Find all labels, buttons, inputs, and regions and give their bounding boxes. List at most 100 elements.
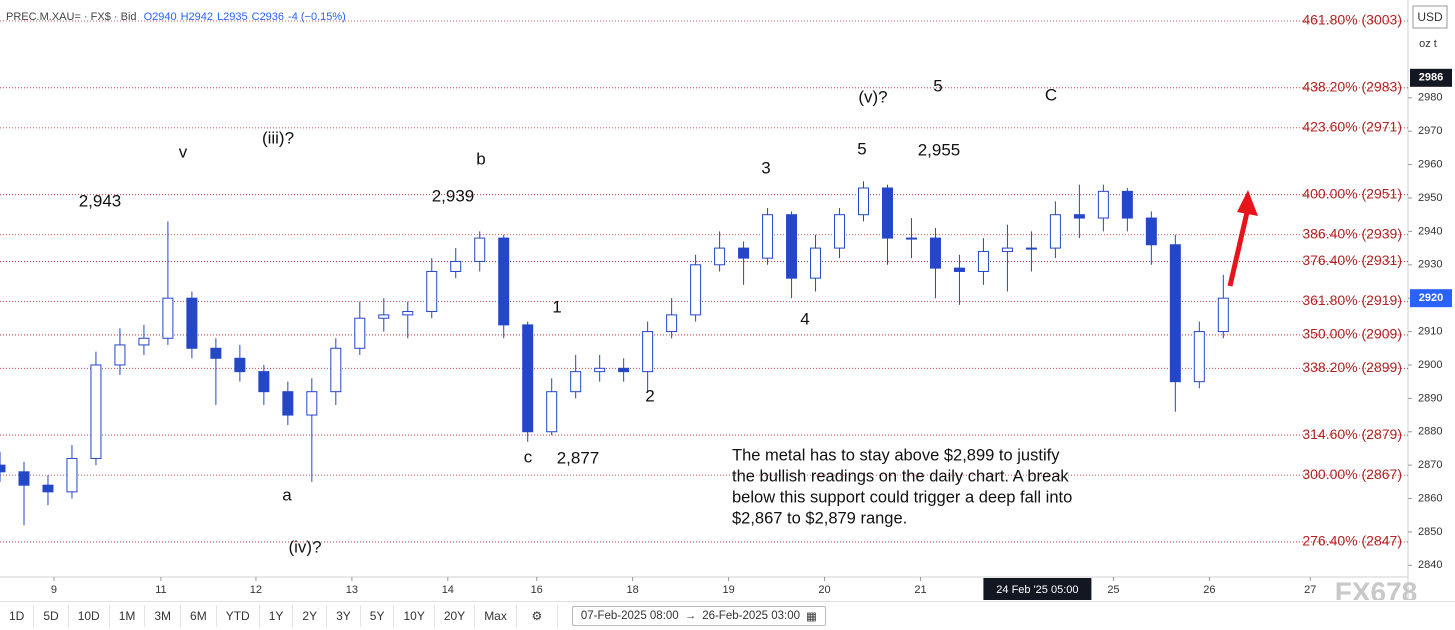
date-range[interactable]: 07-Feb-2025 08:00 → 26-Feb-2025 03:00 ▦ — [571, 606, 826, 626]
wave-label: 1 — [552, 297, 561, 316]
candle-body — [1193, 331, 1205, 383]
y-tick-label: 2860 — [1418, 492, 1442, 504]
range-buttons: 1D 5D 10D 1M 3M 6M YTD 1Y 2Y 3Y 5Y 10Y 20Y Max — [0, 605, 517, 627]
x-tick-label: 11 — [155, 584, 166, 596]
candle-body — [0, 464, 6, 473]
currency-box — [1412, 5, 1448, 29]
toolbar: 1D 5D 10D 1M 3M 6M YTD 1Y 2Y 3Y 5Y 10Y 20Y Max ⚙ 07-F… — [0, 601, 1455, 630]
candle-body — [666, 314, 678, 333]
candle-body — [210, 347, 222, 359]
candle-body — [714, 247, 726, 266]
wave-label: v — [179, 142, 188, 161]
y-tick-label: 2970 — [1418, 125, 1442, 137]
candle-body — [905, 237, 917, 240]
candle-body — [810, 247, 822, 279]
y-tick-label: 2930 — [1418, 259, 1442, 271]
range-button[interactable]: 6M — [181, 605, 217, 627]
wave-label: 2,955 — [918, 140, 961, 159]
fib-label: 314.60% (2879) — [1302, 426, 1402, 442]
range-to: 26-Feb-2025 03:00 — [702, 610, 801, 622]
y-tick-label: 2900 — [1418, 359, 1442, 371]
crosshair-box — [983, 578, 1092, 600]
range-button[interactable]: 5D — [34, 605, 69, 627]
candle-body — [66, 457, 78, 493]
x-tick-label: 9 — [51, 584, 57, 596]
x-tick-label: 13 — [346, 584, 358, 596]
candle-body — [234, 357, 246, 373]
wave-label: (iii)? — [262, 128, 294, 147]
wave-label: 5 — [857, 139, 866, 158]
x-tick-label: 27 — [1304, 584, 1316, 596]
fib-label: 361.80% (2919) — [1302, 292, 1402, 308]
candle-body — [1145, 217, 1157, 246]
candle-body — [330, 347, 342, 393]
y-tick-label: 2870 — [1418, 459, 1442, 471]
candle-body — [354, 317, 366, 349]
candle-body — [1049, 214, 1061, 249]
candle-body — [186, 297, 198, 349]
fib-label: 276.40% (2847) — [1302, 533, 1402, 549]
candle-body — [1169, 244, 1181, 383]
candle-body — [570, 371, 582, 393]
candle-body — [738, 247, 750, 259]
wave-label: 2,943 — [79, 191, 122, 210]
y-tick-label: 2850 — [1418, 526, 1442, 538]
candle-body — [498, 237, 510, 326]
candle-body — [138, 337, 150, 346]
range-button[interactable]: 10Y — [394, 605, 435, 627]
fib-label: 400.00% (2951) — [1302, 185, 1402, 201]
candle-body — [114, 344, 126, 366]
y-tick-label: 2940 — [1418, 225, 1442, 237]
wave-label: (v)? — [858, 87, 887, 106]
ohlc-value: H2942 — [180, 11, 214, 23]
trend-arrow — [1227, 207, 1251, 287]
fib-label: 376.40% (2931) — [1302, 252, 1402, 268]
candle-body — [618, 367, 630, 373]
price-tag-label: 2920 — [1419, 292, 1443, 304]
y-tick-label: 2960 — [1418, 159, 1442, 171]
y-tick-label: 2950 — [1418, 192, 1442, 204]
ohlc-value: -4 (−0.15%) — [288, 11, 346, 23]
fib-label: 300.00% (2867) — [1302, 466, 1402, 482]
range-button[interactable]: Max — [475, 605, 517, 627]
candle-body — [450, 260, 462, 272]
ohlc-value: O2940 — [143, 11, 177, 23]
wave-label: a — [282, 485, 292, 504]
range-button[interactable]: 2Y — [293, 605, 328, 627]
range-button[interactable]: 10D — [69, 605, 110, 627]
x-tick-label: 12 — [250, 584, 262, 596]
currency: USD — [1417, 10, 1443, 24]
range-button[interactable]: 3Y — [327, 605, 361, 627]
range-button[interactable]: 5Y — [361, 605, 395, 627]
x-tick-label: 19 — [722, 584, 734, 596]
range-button[interactable]: YTD — [217, 605, 260, 627]
wave-label: 2 — [645, 386, 654, 405]
crosshair-label: 24 Feb '25 05:00 — [996, 584, 1078, 596]
watermark: FX678 — [1335, 576, 1418, 600]
wave-label: (iv)? — [288, 537, 321, 556]
legend-header: PREC.M.XAU= · FX$ · Bid O2940 H2942 L2935 C… — [6, 11, 350, 23]
range-button[interactable]: 1Y — [260, 605, 294, 627]
range-button[interactable]: 1M — [110, 605, 146, 627]
candle-body — [690, 264, 702, 316]
price-tag-label: 2986 — [1419, 72, 1443, 84]
range-button[interactable]: 20Y — [435, 605, 476, 627]
chart: USD oz t 2840285028602870288028902900291… — [0, 0, 1452, 600]
candle-body — [426, 270, 438, 313]
candle-body — [786, 214, 798, 279]
candle-body — [1025, 247, 1037, 250]
note-line: The metal has to stay above $2,899 to ju… — [732, 446, 1060, 464]
price-tag — [1410, 68, 1452, 87]
wave-label: 2,939 — [432, 186, 475, 205]
y-tick-label: 2890 — [1418, 392, 1442, 404]
fib-label: 386.40% (2939) — [1302, 225, 1402, 241]
range-button[interactable]: 1D — [0, 605, 35, 627]
settings[interactable]: ⚙ — [517, 605, 558, 627]
ohlc-value: C2936 — [251, 11, 285, 23]
candle-body — [1073, 214, 1085, 219]
range-button[interactable]: 3M — [145, 605, 182, 627]
candle-body — [858, 187, 870, 216]
wave-label: 4 — [800, 309, 809, 328]
y-tick-label: 2880 — [1418, 426, 1442, 438]
